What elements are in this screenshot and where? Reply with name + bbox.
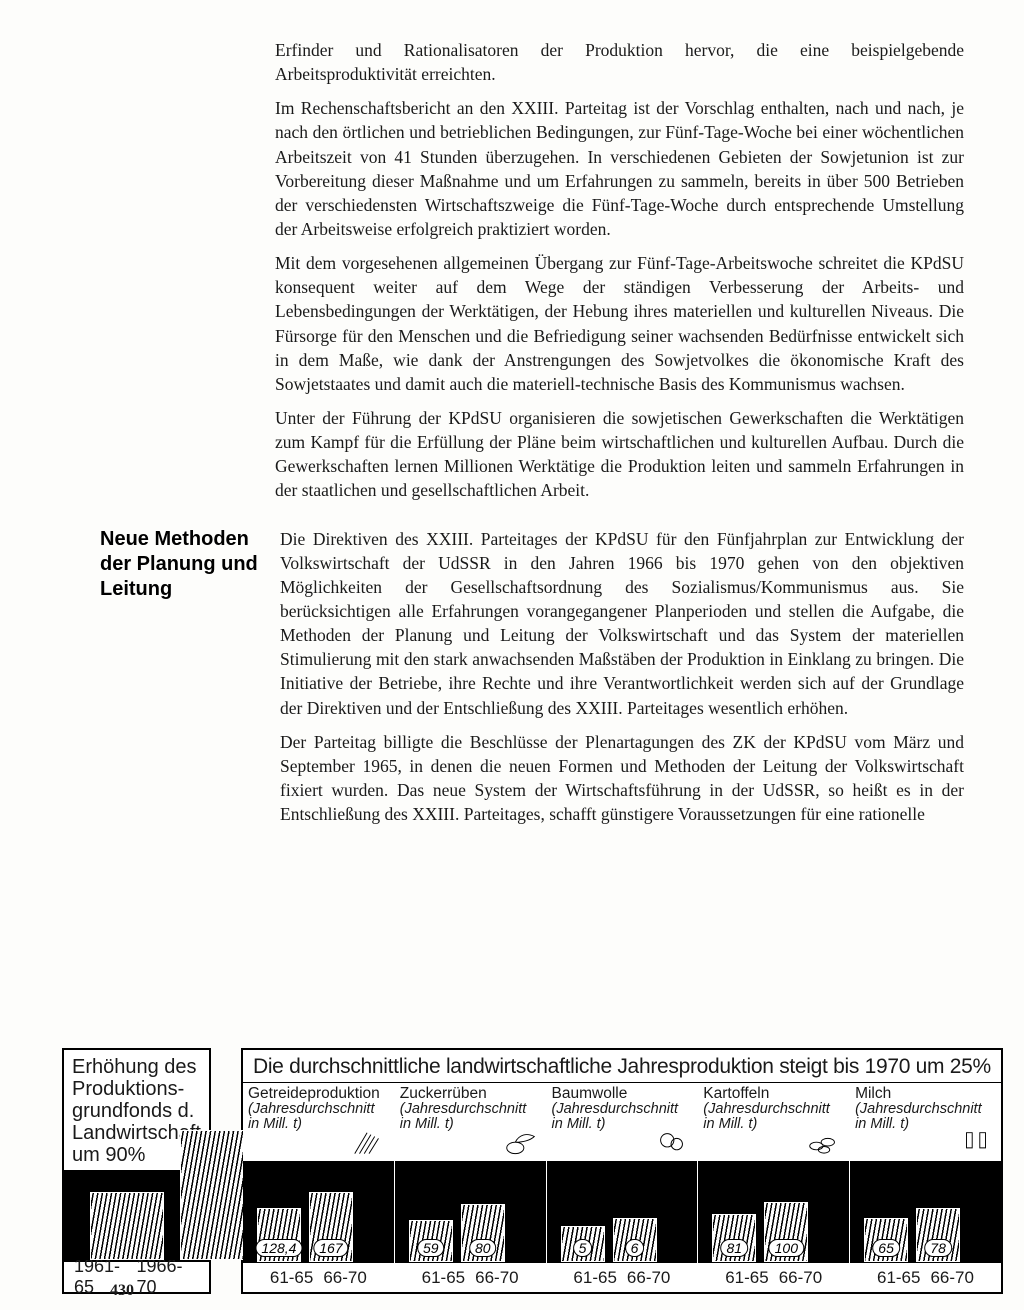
ag-axis: 61-65 66-70 <box>850 1262 1001 1292</box>
ag-bars-area: 65 78 <box>850 1161 1001 1262</box>
paragraph: Im Rechenschaftsbericht an den XXIII. Pa… <box>275 96 964 241</box>
ag-bar-fill: 128,4 <box>257 1208 301 1262</box>
ag-bar-value: 100 <box>769 1239 804 1257</box>
ag-bar-fill: 59 <box>409 1220 453 1262</box>
ag-bar-value: 80 <box>469 1239 497 1257</box>
ag-unit: (Jahresdurchschnitt <box>855 1102 996 1117</box>
paragraph: Der Parteitag billigte die Beschlüsse de… <box>280 730 964 827</box>
crop-icon <box>805 1127 843 1157</box>
ag-bar: 59 <box>409 1220 453 1262</box>
ag-bar-fill: 167 <box>309 1192 353 1262</box>
ag-axis: 61-65 66-70 <box>395 1262 546 1292</box>
axis-label: 61-65 <box>725 1268 768 1288</box>
ag-bar: 167 <box>309 1192 353 1262</box>
ag-cell-header: Getreideproduktion(Jahresdurchschnittin … <box>243 1083 394 1161</box>
ag-bar: 81 <box>712 1214 756 1262</box>
axis-label: 61-65 <box>422 1268 465 1288</box>
ag-bar: 128,4 <box>257 1208 301 1262</box>
ag-bar-fill: 81 <box>712 1214 756 1262</box>
bar-fill <box>90 1192 164 1260</box>
ag-bar-fill: 65 <box>864 1218 908 1262</box>
ag-cell: Zuckerrüben(Jahresdurchschnittin Mill. t… <box>395 1083 547 1292</box>
ag-bar: 5 <box>561 1226 605 1262</box>
paragraph: Erfinder und Rationalisatoren der Produk… <box>275 38 964 86</box>
ag-unit: (Jahresdurchschnitt <box>703 1102 844 1117</box>
ag-axis: 61-65 66-70 <box>698 1262 849 1292</box>
crop-icon <box>502 1127 540 1157</box>
crop-icon <box>350 1127 388 1157</box>
axis-label: 61-65 <box>877 1268 920 1288</box>
section-body: Die Direktiven des XXIII. Parteitages de… <box>280 527 964 837</box>
ag-bar: 78 <box>916 1208 960 1262</box>
axis-label: 61-65 <box>270 1268 313 1288</box>
axis-label: 1966-70 <box>136 1256 198 1298</box>
chart-right-body: Getreideproduktion(Jahresdurchschnittin … <box>243 1083 1001 1292</box>
ag-cell: Baumwolle(Jahresdurchschnittin Mill. t)5… <box>547 1083 699 1292</box>
ag-bar: 65 <box>864 1218 908 1262</box>
ag-bar-value: 65 <box>872 1239 900 1257</box>
ag-axis: 61-65 66-70 <box>243 1262 394 1292</box>
ag-bar-fill: 78 <box>916 1208 960 1262</box>
ag-cell-header: Milch(Jahresdurchschnittin Mill. t) <box>850 1083 1001 1161</box>
axis-label: 61-65 <box>573 1268 616 1288</box>
ag-label: Milch <box>855 1086 996 1102</box>
page-number: 430 <box>110 1282 134 1300</box>
axis-label: 66-70 <box>779 1268 822 1288</box>
ag-bar-value: 5 <box>573 1239 593 1257</box>
ag-bar-value: 167 <box>313 1239 348 1257</box>
ag-axis: 61-65 66-70 <box>547 1262 698 1292</box>
ag-bars-area: 81 100 <box>698 1161 849 1262</box>
ag-cell-header: Kartoffeln(Jahresdurchschnittin Mill. t) <box>698 1083 849 1161</box>
paragraph: Mit dem vorgesehenen allgemeinen Übergan… <box>275 251 964 396</box>
ag-bar-fill: 100 <box>764 1202 808 1262</box>
ag-bar-value: 81 <box>721 1239 749 1257</box>
ag-cell: Kartoffeln(Jahresdurchschnittin Mill. t)… <box>698 1083 850 1292</box>
ag-cell-header: Baumwolle(Jahresdurchschnittin Mill. t) <box>547 1083 698 1161</box>
ag-label: Zuckerrüben <box>400 1086 541 1102</box>
ag-bar-value: 128,4 <box>255 1239 302 1257</box>
ag-label: Getreideproduktion <box>248 1086 389 1102</box>
ag-cell-header: Zuckerrüben(Jahresdurchschnittin Mill. t… <box>395 1083 546 1161</box>
upper-text-block: Erfinder und Rationalisatoren der Produk… <box>275 38 964 503</box>
chart-left-axis: 1961-65 1966-70 <box>64 1260 209 1292</box>
ag-label: Kartoffeln <box>703 1086 844 1102</box>
ag-bar-fill: 6 <box>613 1218 657 1262</box>
ag-bar-value: 59 <box>417 1239 445 1257</box>
page-content: Erfinder und Rationalisatoren der Produk… <box>0 0 1024 856</box>
ag-cell: Getreideproduktion(Jahresdurchschnittin … <box>243 1083 395 1292</box>
title-line: Erhöhung des Produktions- <box>72 1056 197 1100</box>
axis-label: 66-70 <box>627 1268 670 1288</box>
ag-unit: (Jahresdurchschnitt <box>552 1102 693 1117</box>
ag-bar: 80 <box>461 1204 505 1262</box>
ag-cell: Milch(Jahresdurchschnittin Mill. t)65786… <box>850 1083 1001 1292</box>
chart-left-bars-area <box>64 1170 209 1260</box>
paragraph: Unter der Führung der KPdSU organisieren… <box>275 406 964 503</box>
crop-icon <box>957 1127 995 1157</box>
axis-label: 66-70 <box>323 1268 366 1288</box>
ag-bar-fill: 5 <box>561 1226 605 1262</box>
ag-bars-area: 128,4 167 <box>243 1161 394 1262</box>
ag-bar-value: 6 <box>625 1239 645 1257</box>
title-line: um 90% <box>72 1144 145 1166</box>
ag-bars-area: 59 80 <box>395 1161 546 1262</box>
charts-row: Erhöhung des Produktions- grundfonds d. … <box>62 1048 974 1294</box>
ag-bar-fill: 80 <box>461 1204 505 1262</box>
crop-icon <box>653 1127 691 1157</box>
ag-unit: (Jahresdurchschnitt <box>400 1102 541 1117</box>
ag-bar-value: 78 <box>924 1239 952 1257</box>
ag-bar: 6 <box>613 1218 657 1262</box>
paragraph: Die Direktiven des XXIII. Parteitages de… <box>280 527 964 720</box>
chart-production-funds: Erhöhung des Produktions- grundfonds d. … <box>62 1048 211 1294</box>
section-row: Neue Methoden der Planung und Leitung Di… <box>100 527 974 837</box>
ag-bars-area: 56 <box>547 1161 698 1262</box>
chart-agriculture: Die durchschnittliche landwirtschaftlich… <box>241 1048 1003 1294</box>
section-heading: Neue Methoden der Planung und Leitung <box>100 527 260 837</box>
axis-label: 66-70 <box>930 1268 973 1288</box>
axis-label: 66-70 <box>475 1268 518 1288</box>
bar-1961-65 <box>90 1192 164 1260</box>
chart-right-title: Die durchschnittliche landwirtschaftlich… <box>243 1050 1001 1083</box>
ag-label: Baumwolle <box>552 1086 693 1102</box>
ag-bar: 100 <box>764 1202 808 1262</box>
ag-unit: (Jahresdurchschnitt <box>248 1102 389 1117</box>
